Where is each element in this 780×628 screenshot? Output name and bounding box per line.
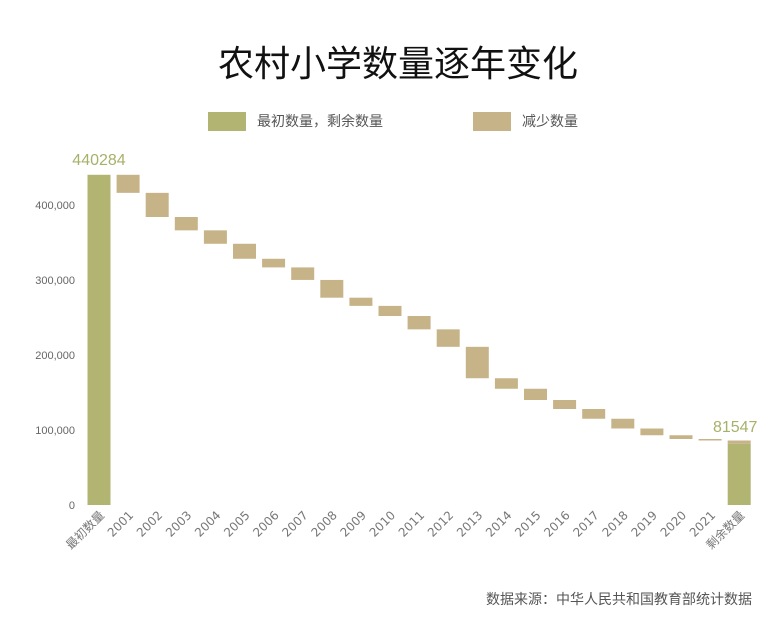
bar-decrease-2018 (611, 418, 635, 429)
legend-swatch-decrease (473, 112, 511, 131)
bar-decrease-2009 (349, 297, 373, 306)
legend-label-decrease: 减少数量 (522, 114, 578, 130)
x-tick-label: 2009 (338, 508, 369, 539)
x-tick-label: 2016 (541, 508, 572, 539)
x-tick-label: 2005 (221, 508, 252, 539)
bar-initial (87, 174, 111, 506)
x-tick-label: 2018 (599, 508, 630, 539)
bar-decrease-2017 (582, 409, 606, 419)
x-tick-label: 2004 (192, 508, 223, 539)
x-axis: 最初数量200120022003200420052006200720082009… (63, 508, 748, 553)
final-value-label: 81547 (713, 419, 758, 436)
x-tick-label: 2020 (658, 508, 689, 539)
y-tick-label: 0 (69, 500, 75, 512)
bar-decrease-2006 (262, 258, 286, 268)
x-tick-label: 2013 (454, 508, 485, 539)
bar-decrease-2012 (436, 329, 460, 347)
x-tick-label: 2014 (483, 508, 514, 539)
bar-decrease-剩余数量 (727, 440, 751, 444)
y-tick-label: 400,000 (35, 200, 75, 212)
value-labels: 440284 81547 (72, 152, 757, 436)
x-tick-label: 2002 (134, 508, 165, 539)
bar-decrease-2002 (145, 192, 169, 217)
x-tick-label: 2008 (308, 508, 339, 539)
x-tick-label: 2019 (629, 508, 660, 539)
bars (87, 174, 751, 506)
bar-decrease-2013 (465, 346, 489, 379)
bar-decrease-2015 (524, 388, 547, 400)
x-tick-label: 最初数量 (63, 508, 108, 553)
bar-decrease-2004 (203, 230, 227, 244)
bar-decrease-2010 (378, 305, 402, 316)
x-tick-label: 2007 (279, 508, 310, 539)
x-tick-label: 2012 (425, 508, 456, 539)
bar-decrease-2020 (669, 435, 693, 439)
x-tick-label: 2001 (105, 508, 136, 539)
initial-value-label: 440284 (72, 152, 125, 169)
legend: 最初数量，剩余数量 减少数量 (208, 112, 578, 131)
bar-decrease-2003 (174, 217, 198, 231)
bar-decrease-2019 (640, 428, 664, 436)
source-note: 数据来源：中华人民共和国教育部统计数据 (486, 592, 752, 608)
y-tick-label: 300,000 (35, 275, 75, 287)
chart-title: 农村小学数量逐年变化 (218, 44, 578, 85)
bar-decrease-2011 (407, 316, 431, 330)
x-tick-label: 2015 (512, 508, 543, 539)
bar-decrease-2005 (233, 243, 256, 259)
x-tick-label: 2017 (570, 508, 601, 539)
y-axis: 0 100,000 200,000 300,000 400,000 (35, 200, 75, 512)
y-tick-label: 200,000 (35, 350, 75, 362)
bar-decrease-2007 (291, 267, 315, 280)
y-tick-label: 100,000 (35, 425, 75, 437)
bar-decrease-2014 (494, 378, 518, 389)
bar-decrease-2016 (553, 400, 577, 409)
bar-final (727, 443, 751, 505)
x-tick-label: 2010 (367, 508, 398, 539)
legend-swatch-initial (208, 112, 246, 131)
x-tick-label: 2006 (250, 508, 281, 539)
legend-label-initial: 最初数量，剩余数量 (257, 113, 383, 130)
bar-decrease-2008 (320, 279, 344, 298)
bar-decrease-2021 (698, 439, 722, 441)
x-tick-label: 2003 (163, 508, 194, 539)
x-tick-label: 2011 (396, 508, 427, 539)
bar-decrease-2001 (116, 174, 140, 193)
